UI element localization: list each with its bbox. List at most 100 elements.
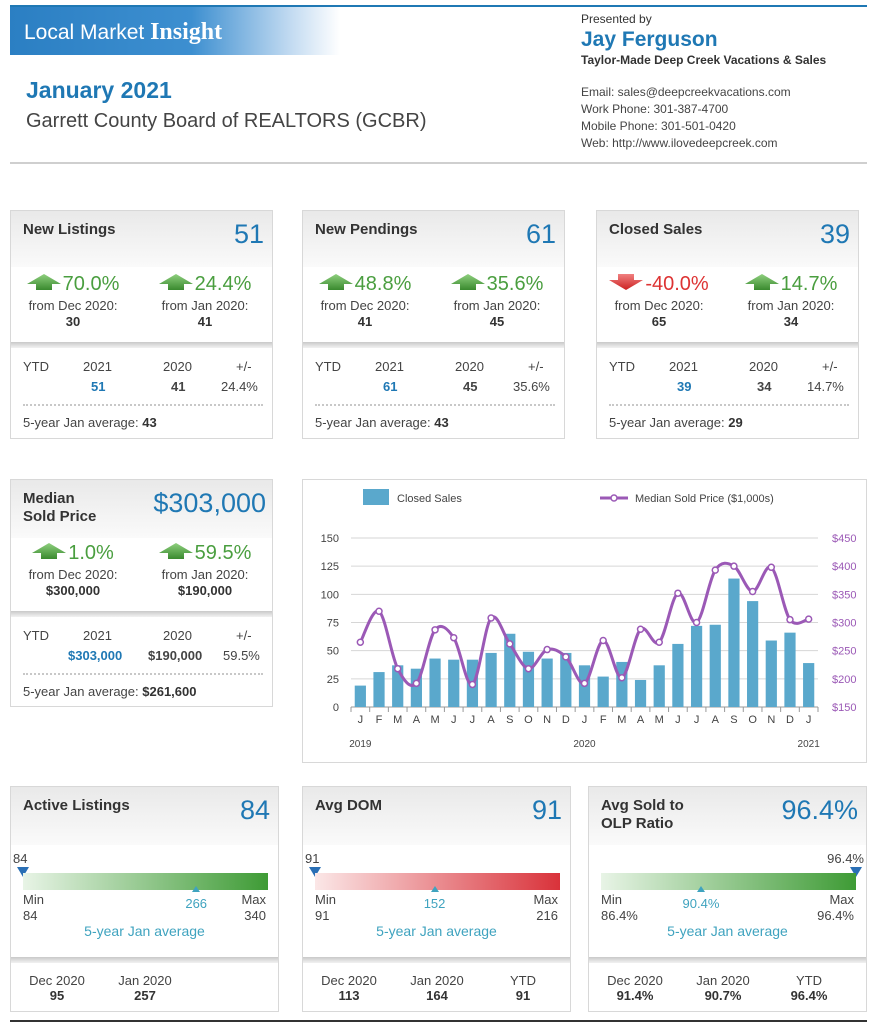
contact-mobile-phone: Mobile Phone: 301-501-0420 xyxy=(581,119,736,133)
median-price-point xyxy=(524,664,533,673)
divider xyxy=(11,957,278,963)
change-percent-value: 24.4% xyxy=(194,273,252,295)
ytd-label: YTD xyxy=(23,628,49,643)
gauge-max-value: 340 xyxy=(244,908,266,923)
x-year-label: 2020 xyxy=(573,739,596,750)
x-tick-label: J xyxy=(582,714,588,726)
change-from-prev-year: 59.5% from Jan 2020: $190,000 xyxy=(145,542,265,598)
card-title-line1: Median xyxy=(23,490,75,507)
gauge-compare-value: 91.4% xyxy=(616,988,654,1003)
five-year-average: 5-year Jan average: 29 xyxy=(609,415,743,430)
gauge-compare-item: Jan 2020 164 xyxy=(397,973,477,1003)
x-tick-label: M xyxy=(617,714,626,726)
card-title-line2: Sold Price xyxy=(23,508,97,525)
y-left-tick-label: 150 xyxy=(321,533,339,545)
change-from-value: 65 xyxy=(651,314,667,330)
median-price-point xyxy=(412,679,421,688)
five-year-average: 5-year Jan average: 43 xyxy=(23,415,157,430)
gauge-compare-item: Jan 2020 257 xyxy=(105,973,185,1003)
divider xyxy=(589,957,866,963)
five-year-average-value: 43 xyxy=(142,415,157,430)
change-percent-value: 35.6% xyxy=(486,273,544,295)
card-value: 39 xyxy=(819,219,850,249)
gauge-compare-item: Jan 2020 90.7% xyxy=(683,973,763,1003)
card-value: 51 xyxy=(233,219,264,249)
change-percent-value: 1.0% xyxy=(68,542,114,564)
closed-sales-bar xyxy=(765,640,777,707)
median-price-point xyxy=(804,615,813,623)
card-title: Active Listings xyxy=(23,797,130,815)
card-header: New Listings 51 xyxy=(11,211,272,267)
y-left-tick-label: 0 xyxy=(333,702,339,714)
five-year-average-label: 5-year Jan average: xyxy=(23,415,139,430)
closed-sales-bar xyxy=(803,663,815,707)
card-title: Median Sold Price xyxy=(23,490,96,526)
closed-sales-bar xyxy=(354,685,366,707)
gauge-min-label: Min xyxy=(23,892,44,907)
gauge-compare-label: Dec 2020 xyxy=(321,973,377,988)
change-from-prev-month: 70.0% from Dec 2020: 30 xyxy=(13,273,133,329)
closed-sales-bar xyxy=(485,652,497,707)
closed-sales-bar xyxy=(429,658,441,707)
gauge-min-value: 86.4% xyxy=(601,908,638,923)
closed-sales-bar xyxy=(522,651,535,707)
card-title-line2: OLP Ratio xyxy=(601,815,674,832)
gauge-compare-label: Jan 2020 xyxy=(118,973,172,988)
x-tick-label: A xyxy=(637,714,645,726)
closed-sales-bar xyxy=(410,668,422,707)
x-year-label: 2021 xyxy=(798,739,821,750)
five-year-average-label: 5-year Jan average: xyxy=(23,684,139,699)
gauge-min-value: 91 xyxy=(315,908,330,923)
gauge-average-marker-icon xyxy=(430,886,439,892)
closed-sales-bar xyxy=(728,578,740,707)
ytd-value-change: 24.4% xyxy=(221,379,258,394)
change-from-value: 30 xyxy=(65,314,81,330)
divider xyxy=(597,342,858,348)
median-price-point xyxy=(375,607,383,615)
closed-sales-median-price-chart: Closed Sales Median Sold Price ($1,000s) 0… xyxy=(302,479,867,763)
five-year-average: 5-year Jan average: $261,600 xyxy=(23,684,196,699)
card-title: New Pendings xyxy=(315,221,418,238)
x-tick-label: A xyxy=(712,714,720,726)
change-percent-value: 59.5% xyxy=(194,542,252,564)
contact-web[interactable]: Web: http://www.ilovedeepcreek.com xyxy=(581,136,778,150)
dotted-divider xyxy=(23,404,263,406)
banner-text: Local Market xyxy=(24,21,151,44)
change-percent: -40.0% xyxy=(599,273,719,296)
gauge-compare-label: Dec 2020 xyxy=(29,973,85,988)
median-price-point xyxy=(636,625,645,634)
median-price-point xyxy=(562,653,570,661)
contact-email[interactable]: Email: sales@deepcreekvacations.com xyxy=(581,85,791,99)
change-from-label: from Dec 2020: xyxy=(28,567,118,583)
gauge-compare-item: Dec 2020 95 xyxy=(17,973,97,1003)
gauge-max-value: 96.4% xyxy=(817,908,854,923)
change-percent-value: 70.0% xyxy=(62,273,120,295)
y-right-tick-label: $350 xyxy=(832,589,856,601)
closed-sales-bar xyxy=(690,625,703,707)
bottom-rule xyxy=(10,1020,867,1022)
gauge-average-label: 5-year Jan average xyxy=(84,923,205,939)
gauge-compare-label: YTD xyxy=(510,973,536,988)
gauge-compare-item: YTD 91 xyxy=(483,973,563,1003)
y-right-tick-label: $150 xyxy=(832,702,856,714)
y-left-tick-label: 75 xyxy=(327,618,339,630)
up-arrow-icon xyxy=(158,542,193,565)
report-month: January 2021 xyxy=(26,77,172,103)
change-percent: 35.6% xyxy=(437,273,557,296)
median-price-point xyxy=(356,638,365,646)
five-year-average-label: 5-year Jan average: xyxy=(315,415,431,430)
closed-sales-bar xyxy=(672,643,684,707)
up-arrow-icon xyxy=(158,273,193,296)
gauge-average-value: 152 xyxy=(423,896,446,911)
card-value: 84 xyxy=(239,795,270,825)
up-arrow-icon xyxy=(450,273,485,296)
gauge-pointer-icon xyxy=(17,867,29,877)
gauge-average-value: 90.4% xyxy=(682,896,720,911)
x-year-label: 2019 xyxy=(349,739,372,750)
ytd-change-label: +/- xyxy=(236,628,252,643)
x-tick-label: J xyxy=(470,714,476,726)
closed-sales-bar xyxy=(653,665,665,707)
median-price-point xyxy=(711,566,720,574)
ytd-value-previous: 34 xyxy=(757,379,772,394)
y-right-tick-label: $450 xyxy=(832,533,856,545)
